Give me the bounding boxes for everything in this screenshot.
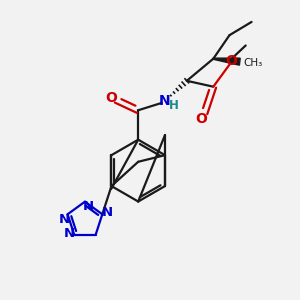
Polygon shape bbox=[213, 58, 240, 65]
Text: O: O bbox=[225, 54, 237, 68]
Text: O: O bbox=[196, 112, 208, 126]
Text: CH₃: CH₃ bbox=[243, 58, 262, 68]
Text: O: O bbox=[105, 92, 117, 106]
Text: N: N bbox=[59, 213, 70, 226]
Text: N: N bbox=[158, 94, 170, 108]
Text: N: N bbox=[63, 227, 74, 240]
Text: N: N bbox=[82, 200, 94, 214]
Text: N: N bbox=[102, 206, 113, 219]
Text: H: H bbox=[169, 99, 178, 112]
